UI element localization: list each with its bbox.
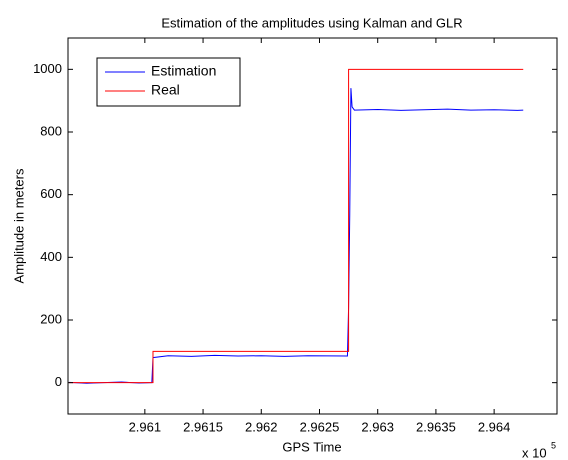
x-axis-label: GPS Time (282, 439, 341, 454)
x-tick-label: 2.9635 (416, 419, 456, 434)
y-axis-label: Amplitude in meters (11, 168, 26, 283)
legend-box (96, 57, 241, 107)
x-tick-label: 2.9615 (183, 419, 223, 434)
y-tick-label: 0 (55, 374, 62, 389)
axes-frame (67, 37, 558, 415)
y-tick-label: 400 (40, 249, 62, 264)
x-tick-label: 2.962 (245, 419, 278, 434)
x-tick-label: 2.963 (361, 419, 394, 434)
y-tick-label: 1000 (33, 61, 62, 76)
x-tick-label: 2.964 (478, 419, 511, 434)
x-tick-label: 2.961 (129, 419, 162, 434)
legend-label: Estimation (151, 63, 216, 79)
series-line (69, 68, 524, 384)
x-multiplier-exponent: 5 (551, 440, 556, 450)
y-tick-label: 800 (40, 123, 62, 138)
y-tick-label: 600 (40, 186, 62, 201)
x-tick-label: 2.9625 (300, 419, 340, 434)
plot-area (69, 68, 524, 384)
chart-title: Estimation of the amplitudes using Kalma… (161, 15, 462, 30)
legend-label: Real (151, 82, 180, 98)
y-tick-label: 200 (40, 311, 62, 326)
x-multiplier: x 10 (522, 445, 547, 460)
